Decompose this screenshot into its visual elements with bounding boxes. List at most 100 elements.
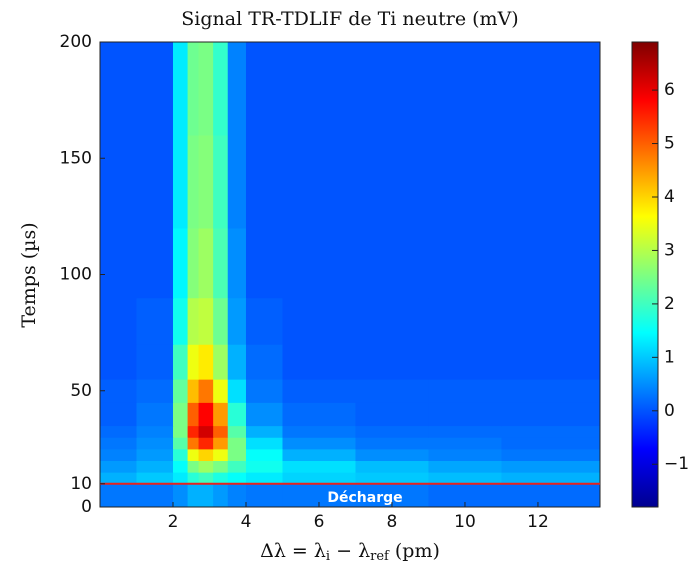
heat-cell	[227, 425, 247, 438]
heat-cell	[227, 472, 247, 485]
heat-cell	[227, 483, 247, 508]
heat-cell	[100, 42, 137, 136]
heat-cell	[282, 402, 356, 427]
heat-cell	[355, 425, 429, 438]
heat-cell	[187, 437, 200, 450]
y-tick-label: 200	[60, 32, 92, 52]
heat-cell	[172, 460, 189, 473]
heat-cell	[501, 460, 601, 473]
heat-cell	[100, 297, 137, 345]
x-tick-label: 2	[168, 512, 179, 532]
heat-cell	[187, 448, 200, 461]
heat-cell	[198, 135, 214, 229]
heat-cell	[501, 425, 601, 438]
heat-cell	[100, 228, 137, 299]
heat-cell	[100, 379, 137, 403]
heat-cell	[213, 437, 229, 450]
heat-cell	[355, 472, 429, 485]
heat-cell	[100, 483, 137, 508]
heat-cell	[187, 344, 200, 380]
heat-cell	[187, 228, 200, 299]
heat-cell	[428, 483, 502, 508]
x-tick-label: 8	[387, 512, 398, 532]
heat-cell	[100, 344, 137, 380]
colorbar-tick-label: 4	[664, 187, 675, 207]
heat-cell	[213, 344, 229, 380]
heat-cell	[187, 460, 200, 473]
heat-cell	[213, 448, 229, 461]
heat-cell	[245, 448, 283, 461]
colorbar-tick-label: 6	[664, 80, 675, 100]
heat-cell	[136, 483, 174, 508]
y-tick-label: 0	[81, 497, 92, 517]
heat-cell	[172, 448, 189, 461]
x-axis-label-part: − λ	[330, 540, 370, 562]
heat-cell	[198, 379, 214, 403]
heat-cell	[136, 448, 174, 461]
heat-cell	[501, 297, 601, 345]
heat-cell	[213, 297, 229, 345]
heat-cell	[136, 344, 174, 380]
chart-title: Signal TR-TDLIF de Ti neutre (mV)	[181, 8, 518, 30]
heat-cell	[187, 472, 200, 485]
heat-cell	[282, 448, 356, 461]
heat-cell	[100, 402, 137, 427]
heat-cell	[227, 460, 247, 473]
heat-cell	[428, 344, 502, 380]
heat-cell	[136, 472, 174, 485]
heat-cell	[227, 402, 247, 427]
x-axis-label-part: Δλ = λ	[260, 540, 326, 562]
heat-cell	[187, 379, 200, 403]
heat-cell	[282, 379, 356, 403]
heat-cell	[282, 297, 356, 345]
heat-cell	[501, 379, 601, 403]
heat-cell	[355, 448, 429, 461]
heat-cell	[501, 402, 601, 427]
heat-cell	[428, 42, 502, 136]
heat-cell	[227, 448, 247, 461]
heat-cell	[100, 425, 137, 438]
heat-cell	[172, 379, 189, 403]
heat-cell	[136, 379, 174, 403]
heat-cell	[501, 42, 601, 136]
heat-cell	[136, 228, 174, 299]
heat-cell	[187, 297, 200, 345]
y-tick-label: 10	[70, 474, 92, 494]
heat-cell	[227, 379, 247, 403]
heat-cell	[198, 297, 214, 345]
heat-cell	[282, 472, 356, 485]
x-axis-label-part: ref	[370, 549, 390, 564]
heat-cell	[245, 425, 283, 438]
heat-cell	[245, 228, 283, 299]
heat-cell	[213, 483, 229, 508]
heat-cell	[136, 135, 174, 229]
x-tick-label: 12	[527, 512, 549, 532]
heat-cell	[501, 483, 601, 508]
heat-cell	[245, 402, 283, 427]
heat-cell	[198, 448, 214, 461]
heat-cell	[227, 228, 247, 299]
heat-cell	[172, 42, 189, 136]
heat-cell	[282, 135, 356, 229]
heat-cell	[100, 437, 137, 450]
heat-cell	[355, 42, 429, 136]
heat-cell	[100, 448, 137, 461]
heat-cell	[172, 297, 189, 345]
colorbar	[632, 42, 658, 507]
heat-cell	[282, 228, 356, 299]
heat-cell	[282, 42, 356, 136]
heat-cell	[136, 437, 174, 450]
heat-cell	[198, 402, 214, 427]
heat-cell	[172, 425, 189, 438]
heat-cell	[355, 483, 429, 508]
heat-cell	[187, 135, 200, 229]
heat-cell	[187, 402, 200, 427]
heat-cell	[282, 437, 356, 450]
colorbar-tick-label: −1	[664, 454, 689, 474]
heat-cell	[213, 228, 229, 299]
heat-cell	[213, 460, 229, 473]
heat-cell	[355, 460, 429, 473]
heat-cell	[213, 379, 229, 403]
heat-cell	[198, 437, 214, 450]
